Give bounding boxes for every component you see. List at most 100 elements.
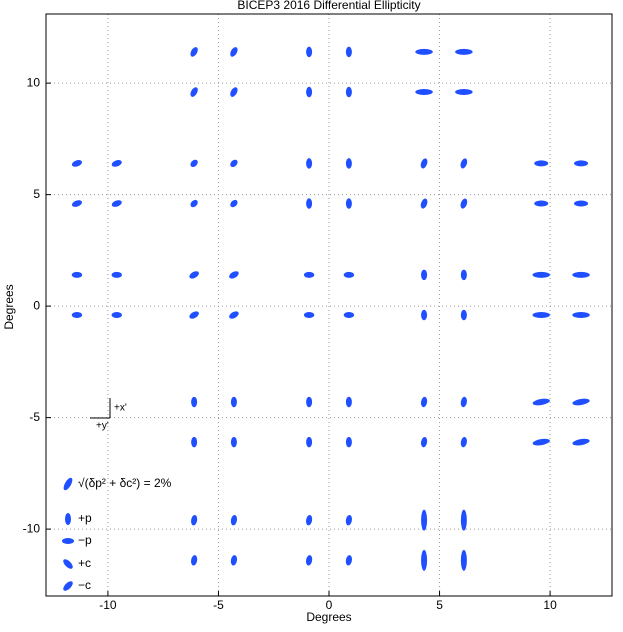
ellipse-mark [191,436,198,448]
ellipse-mark [303,312,315,319]
legend-entry: +c [78,556,91,570]
ellipse-mark [534,200,549,207]
ellipse-mark [230,199,238,208]
ellipse-mark [303,271,315,278]
ellipse-mark [415,89,433,96]
chart-title: BICEP3 2016 Differential Ellipticity [237,0,420,12]
y-tick-label: 0 [33,298,40,312]
ellipse-mark [190,199,198,208]
ellipse-mark [345,158,352,169]
ellipse-mark [306,158,313,169]
ellipse-mark [572,398,590,406]
ellipse-mark [190,47,198,57]
ellipse-mark [572,312,590,319]
ellipse-mark [306,198,313,209]
ellipse-mark [532,438,550,446]
ellipse-mark [572,438,590,446]
ellipse-mark [460,269,467,281]
x-tick-label: 5 [436,598,443,612]
ellipse-mark [345,46,352,58]
y-prime-label: +y' [96,421,109,432]
legend-entry: +p [78,511,92,525]
ellipse-mark [111,160,122,167]
ellipse-mark [455,89,473,96]
ellipse-mark [460,198,468,209]
ellipse-mark [574,200,589,207]
ellipse-mark [460,396,467,408]
ellipse-mark [343,271,355,278]
ellipse-mark [345,86,352,98]
ellipse-mark [574,160,589,167]
ellipse-mark [421,509,428,531]
x-axis-label: Degrees [306,610,351,624]
legend: +p −p +c −c √(δp² + δc²) = 2% [62,476,172,592]
ellipse-mark [306,46,313,58]
ellipse-mark [71,312,83,319]
ellipse-mark [230,396,237,408]
legend-plus-p [65,513,71,525]
plot-frame [45,13,613,597]
ellipse-mark [71,200,82,207]
ellipse-mark [460,509,467,531]
ellipse-mark [460,549,467,571]
x-tick-label: 0 [326,598,333,612]
ellipse-mark [460,158,468,169]
ellipse-mark [191,396,198,408]
ellipse-mark [306,514,313,526]
ellipse-mark [189,271,199,279]
ellipse-mark [345,436,352,448]
ellipse-mark [230,159,238,168]
ellipse-mark [343,312,355,319]
ellipse-mark [421,549,428,571]
y-tick-label: 5 [33,187,40,201]
legend-plus-c [63,559,73,569]
y-tick-label: 10 [27,75,41,89]
ellipse-mark [229,271,239,279]
ellipse-mark [191,514,198,526]
ellipse-mark [189,311,199,319]
y-axis-label: Degrees [2,284,16,329]
ellipse-mark [421,309,428,321]
ellipse-mark [420,198,428,209]
ellipse-mark [460,436,467,448]
x-tick-label: -5 [213,598,224,612]
ellipse-mark [190,159,198,168]
ellipse-mark [532,312,550,319]
legend-minus-p [62,538,74,544]
ellipse-mark [306,396,313,408]
ellipse-mark [306,555,313,566]
ellipse-mark [111,200,122,207]
ellipse-mark [230,436,237,448]
ellipse-mark [71,271,83,278]
ellipse-mark [572,271,590,278]
ellipse-mark [306,436,313,448]
ellipse-mark [532,398,550,406]
legend-minus-c [63,581,73,591]
ellipse-mark [230,47,238,57]
legend-scale-ellipse [63,477,73,491]
orientation-key: +x' +y' [90,398,127,432]
y-tick-label: -10 [23,521,41,535]
ellipse-mark [420,396,428,408]
x-tick-label: 10 [543,598,557,612]
ellipse-mark [230,514,238,526]
ellipse-mark [460,309,467,321]
ellipse-mark [420,436,428,448]
ellipse-mark [534,160,549,167]
ellipse-mark [111,271,122,278]
ellipse-mark [306,86,313,98]
ellipse-mark [229,311,239,319]
ellipse-mark [532,271,550,278]
legend-entry: −c [78,578,91,592]
ellipse-mark [191,555,198,566]
ellipse-mark [345,198,352,209]
ellipse-mark [345,514,352,526]
ellipse-mark [345,555,352,566]
ellipse-mark [111,312,122,319]
legend-scale-label: √(δp² + δc²) = 2% [78,476,172,490]
ellipse-mark [420,158,428,169]
ellipse-mark [345,396,352,408]
ellipse-mark [455,48,473,55]
ellipse-mark [71,160,82,167]
ellipse-mark [230,87,238,97]
